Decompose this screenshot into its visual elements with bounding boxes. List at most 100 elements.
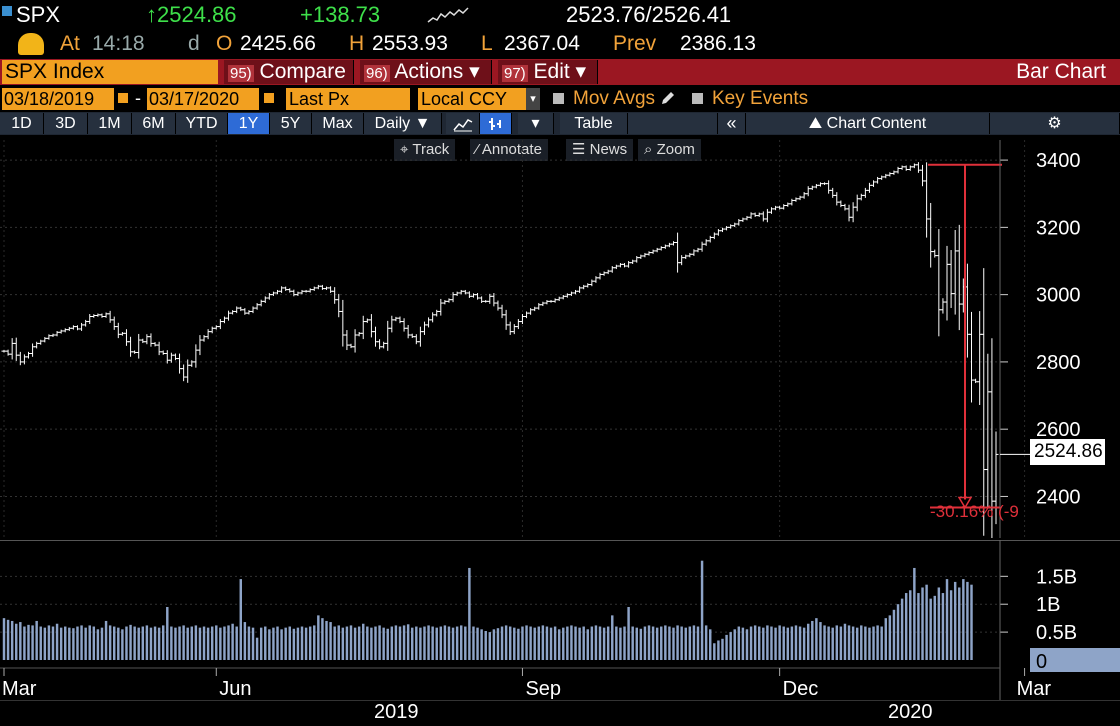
actions-menu[interactable]: 96) Actions ▾ (360, 60, 492, 84)
ohlc-bar (630, 259, 636, 265)
volume-bar (709, 629, 712, 660)
volume-bar (623, 626, 626, 660)
volume-bar (664, 625, 667, 660)
ohlc-bar (577, 286, 583, 293)
ohlc-bar (903, 165, 909, 171)
ohlc-bar (205, 329, 211, 340)
chart-content-button[interactable]: ⛰ Chart Content (746, 113, 990, 134)
time-tick-label: Dec (783, 678, 819, 700)
ohlc-bar (879, 175, 885, 180)
ohlc-bar (932, 249, 938, 258)
chart-type-chevron-icon[interactable]: ▾ (518, 113, 554, 134)
start-date-field[interactable]: 03/18/2019 (2, 88, 114, 110)
period-max[interactable]: Max (312, 113, 364, 134)
volume-bar (537, 626, 541, 660)
period-5y[interactable]: 5Y (270, 113, 312, 134)
ohlc-bar (899, 165, 905, 170)
volume-bar (435, 627, 438, 660)
collapse-icon[interactable]: « (718, 113, 746, 134)
ohlc-bar (507, 321, 513, 335)
ohlc-bar (646, 251, 652, 256)
ohlc-bar (470, 293, 476, 298)
ohlc-bar (279, 286, 285, 293)
time-tick-label: Jun (219, 678, 251, 700)
security-input[interactable]: SPX Index (2, 60, 218, 84)
pencil-icon[interactable] (660, 90, 676, 106)
ohlc-bar (140, 338, 146, 344)
price-chart[interactable]: 3400 3200 3000 2800 2600 2400 (0, 140, 1120, 538)
volume-bar (141, 626, 145, 660)
period-1y[interactable]: 1Y (228, 113, 270, 134)
annotate-tool[interactable]: ⁄ Annotate (470, 139, 548, 161)
ohlc-bar (707, 235, 713, 243)
field-dropdown[interactable]: Last Px (286, 88, 410, 110)
ohlc-bar (381, 341, 387, 349)
ohlc-bar (111, 316, 117, 330)
volume-bar (96, 629, 100, 660)
frequency-dropdown[interactable]: Daily ▼ (364, 113, 442, 134)
ohlc-bar (254, 303, 260, 310)
low-value: 2367.04 (504, 32, 580, 55)
volume-bar (913, 567, 916, 660)
volume-bar (255, 637, 259, 660)
volume-bar (276, 626, 279, 660)
line-chart-icon[interactable] (446, 113, 480, 134)
news-tool[interactable]: ☰ News (566, 139, 634, 161)
volume-bar (966, 581, 969, 660)
ohlc-bar (197, 335, 203, 356)
drawdown-arrow-head (957, 496, 973, 510)
ohlc-bar (17, 351, 23, 366)
volume-bar (19, 622, 22, 660)
open-value: 2425.66 (240, 32, 316, 55)
period-3d[interactable]: 3D (44, 113, 88, 134)
volume-bar (962, 579, 965, 660)
drawdown-annotation[interactable] (928, 163, 1002, 510)
volume-bar (562, 627, 565, 660)
compare-menu[interactable]: 95) Compare (224, 60, 354, 84)
volume-bar (639, 628, 643, 660)
volume-bar (770, 626, 773, 660)
period-ytd[interactable]: YTD (176, 113, 228, 134)
volume-bar (451, 627, 455, 660)
zoom-tool[interactable]: ⌕ Zoom (638, 139, 701, 161)
bar-chart-icon[interactable] (480, 113, 512, 134)
mov-avgs-checkbox[interactable] (553, 93, 564, 104)
ohlc-bar (613, 264, 619, 270)
volume-bar (31, 625, 34, 660)
key-events-checkbox[interactable] (692, 93, 703, 104)
currency-dropdown[interactable]: Local CCY ▾ (418, 88, 540, 110)
ohlc-bar (372, 326, 378, 347)
ohlc-bar (797, 195, 803, 201)
edit-menu[interactable]: 97) Edit ▾ (498, 60, 598, 84)
volume-bar (427, 625, 430, 660)
period-6m[interactable]: 6M (132, 113, 176, 134)
volume-bar (47, 625, 51, 660)
volume-bar (815, 618, 818, 660)
ohlc-bar (911, 163, 917, 169)
gauge-icon[interactable] (18, 33, 44, 55)
volume-bar (970, 584, 973, 660)
ohlc-bar (479, 296, 485, 304)
volume-bar (108, 625, 112, 660)
ohlc-bar (417, 326, 423, 347)
volume-bar (378, 625, 381, 660)
calendar-icon[interactable] (263, 92, 275, 104)
period-1m[interactable]: 1M (88, 113, 132, 134)
volume-tick-label: 1.5B (1036, 566, 1077, 588)
table-button[interactable]: Table (560, 113, 628, 134)
volume-bar (325, 620, 328, 660)
volume-chart[interactable]: 1.5B 1B 0.5B 0 Mar Jun Sep Dec Mar (0, 540, 1120, 700)
end-date-field[interactable]: 03/17/2020 (147, 88, 259, 110)
volume-bar (15, 623, 18, 660)
track-tool[interactable]: ⌖ Track (394, 139, 456, 161)
settings-gear-icon[interactable]: ⚙ (990, 113, 1120, 134)
ohlc-bar (871, 180, 877, 187)
volume-bar (860, 625, 863, 660)
high-label: H (349, 32, 365, 55)
volume-bar (917, 593, 920, 660)
price-tick-label: 3000 (1036, 285, 1081, 307)
ohlc-bar (103, 312, 109, 318)
calendar-icon[interactable] (117, 92, 129, 104)
ohlc-bar (46, 334, 52, 340)
period-1d[interactable]: 1D (0, 113, 44, 134)
